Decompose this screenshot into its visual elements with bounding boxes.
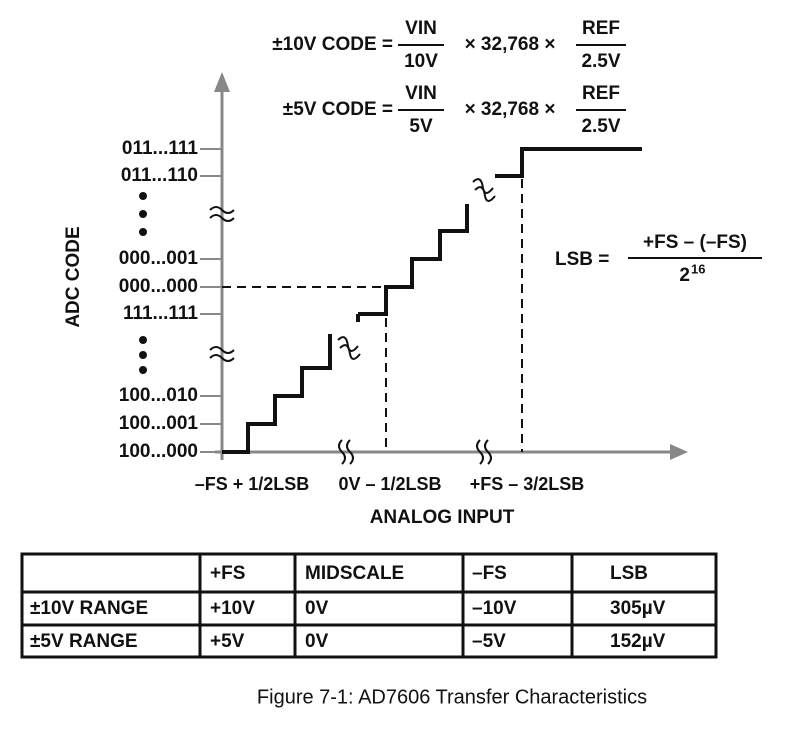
table-cell: 0V <box>305 598 329 619</box>
y-label: 111...111 <box>123 303 198 324</box>
formula-vin-div: 5V <box>409 116 433 137</box>
x-label: 0V – 1/2LSB <box>338 474 441 494</box>
y-label: 100...001 <box>119 413 199 434</box>
y-label: 100...010 <box>119 385 198 406</box>
lsb-exponent: 16 <box>691 261 705 276</box>
formula-label: ±10V CODE = <box>272 34 393 55</box>
x-label: +FS – 3/2LSB <box>470 474 585 494</box>
table-header: LSB <box>610 563 648 584</box>
formula-mult: × 32,768 × <box>465 99 556 120</box>
formula-mult: × 32,768 × <box>465 34 556 55</box>
table-cell: 305µV <box>610 598 666 619</box>
y-label: 000...000 <box>119 276 198 297</box>
table-header: –FS <box>472 563 507 584</box>
y-axis-title: ADC CODE <box>63 226 84 327</box>
table-cell: 0V <box>305 631 329 652</box>
y-label: 000...001 <box>119 248 199 269</box>
table-header: +FS <box>210 563 245 584</box>
formula-ref: REF <box>582 18 620 39</box>
table-cell: ±5V RANGE <box>30 631 138 652</box>
caption: Figure 7-1: AD7606 Transfer Characterist… <box>257 686 647 708</box>
formula-vin-div: 10V <box>404 51 438 72</box>
table-cell: 152µV <box>610 631 666 652</box>
lsb-denominator: 2 <box>679 265 690 286</box>
y-label: 011...110 <box>121 165 198 186</box>
lsb-numerator: +FS – (–FS) <box>643 232 747 253</box>
table-cell: +5V <box>210 631 245 652</box>
y-label: 100...000 <box>119 441 198 462</box>
lsb-label: LSB = <box>555 249 609 270</box>
table-cell: –5V <box>472 631 506 652</box>
formula-ref: REF <box>582 83 620 104</box>
x-axis-title: ANALOG INPUT <box>370 507 515 528</box>
table-cell: ±10V RANGE <box>30 598 148 619</box>
table-cell: –10V <box>472 598 517 619</box>
table-cell: +10V <box>210 598 255 619</box>
formula-vin: VIN <box>405 83 437 104</box>
formula-label: ±5V CODE = <box>283 99 393 120</box>
formula-ref-div: 2.5V <box>581 51 620 72</box>
formula-ref-div: 2.5V <box>581 116 620 137</box>
formula-vin: VIN <box>405 18 437 39</box>
x-label: –FS + 1/2LSB <box>195 474 310 494</box>
y-label: 011...111 <box>122 138 199 159</box>
table-header: MIDSCALE <box>305 563 404 584</box>
